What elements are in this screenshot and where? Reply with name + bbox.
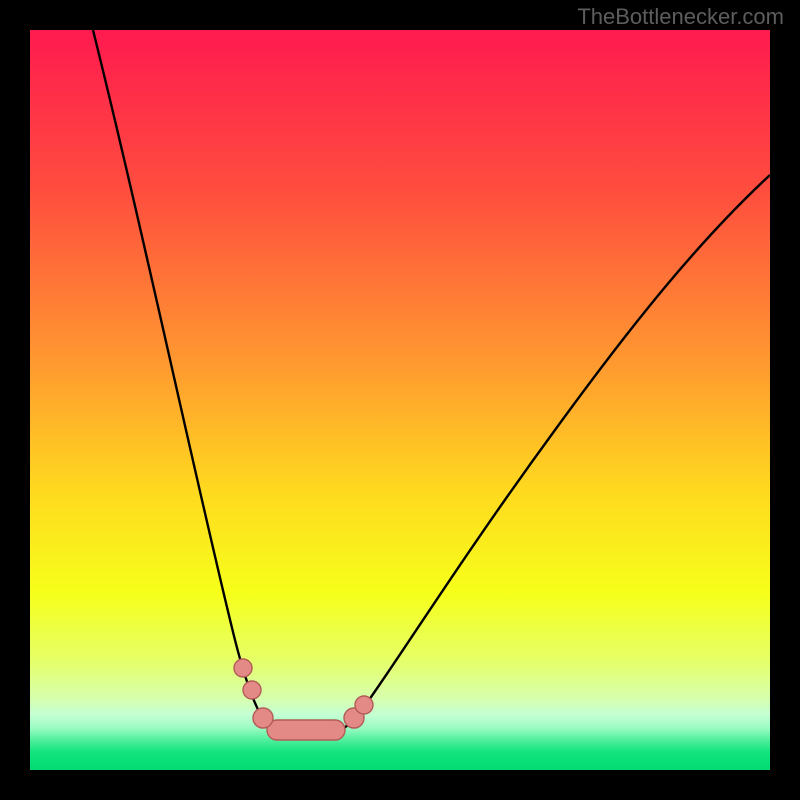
- optimal-marker-dot: [253, 708, 273, 728]
- optimal-marker-dot: [243, 681, 261, 699]
- bottleneck-chart: [0, 0, 800, 800]
- optimal-range-bar: [267, 720, 345, 740]
- plot-area: [30, 30, 770, 770]
- optimal-marker-dot: [234, 659, 252, 677]
- optimal-marker-dot: [355, 696, 373, 714]
